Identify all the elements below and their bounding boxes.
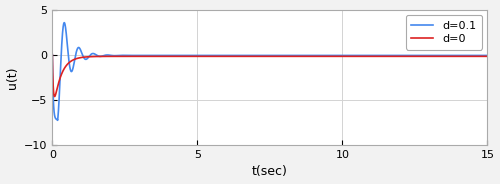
Legend: d=0.1, d=0: d=0.1, d=0: [406, 15, 482, 49]
d=0.1: [128, 54, 134, 56]
d=0.1: [62, 22, 68, 24]
X-axis label: t(sec): t(sec): [252, 165, 288, 178]
Line: d=0: d=0: [52, 55, 488, 97]
d=0.1: [407, 54, 413, 56]
d=0: [332, 55, 338, 57]
Line: d=0.1: d=0.1: [52, 23, 488, 120]
d=0.1: [310, 54, 316, 56]
d=0.1: [50, 54, 56, 56]
d=0: [484, 55, 490, 57]
d=0: [407, 55, 413, 57]
d=0: [216, 55, 222, 57]
d=0: [310, 55, 316, 57]
d=0: [52, 95, 58, 98]
d=0.1: [216, 54, 222, 56]
d=0: [50, 54, 56, 56]
Y-axis label: u(t): u(t): [6, 66, 18, 89]
d=0: [374, 55, 380, 57]
d=0.1: [54, 119, 60, 121]
d=0.1: [484, 54, 490, 56]
d=0.1: [374, 54, 380, 56]
d=0.1: [332, 54, 338, 56]
d=0: [128, 55, 134, 57]
